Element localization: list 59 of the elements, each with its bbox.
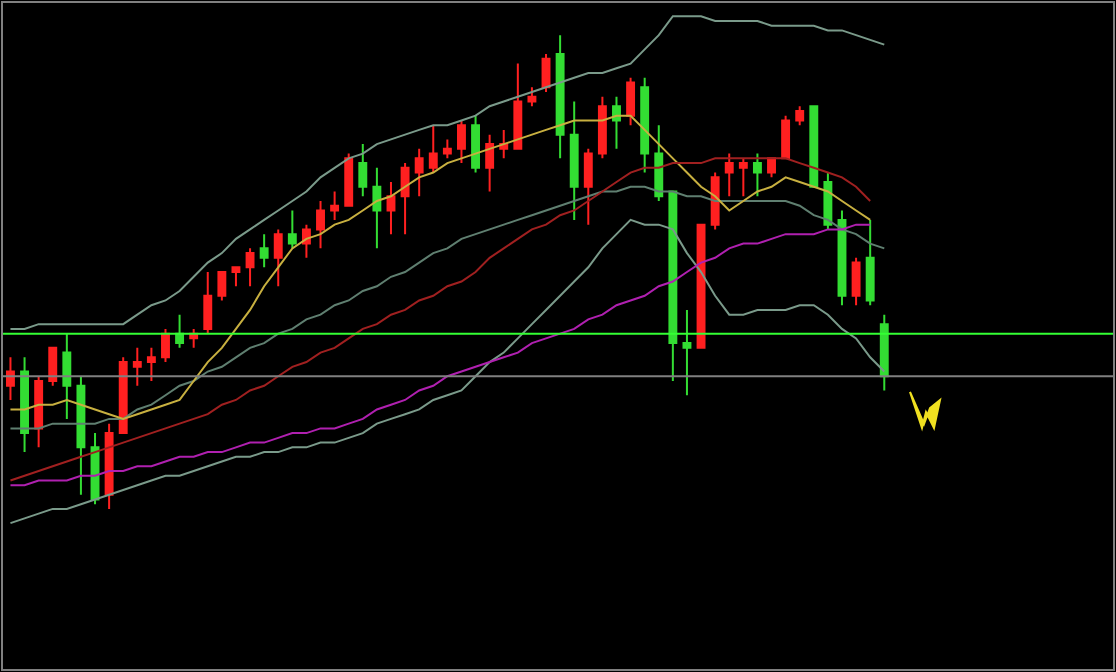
candlestick [597, 95, 607, 160]
candlestick [358, 143, 368, 198]
candlestick [555, 34, 565, 160]
candlestick [823, 171, 833, 231]
candlestick [161, 327, 170, 364]
candlestick [273, 228, 283, 288]
candlestick [76, 375, 86, 496]
candlestick [485, 133, 495, 193]
candlestick [654, 124, 664, 202]
candlestick [640, 76, 650, 174]
candlestick [752, 152, 762, 198]
candlestick [527, 86, 537, 108]
candlestick [499, 128, 509, 160]
candlestick [583, 147, 593, 226]
candlestick [372, 166, 382, 250]
candlestick [231, 266, 241, 288]
candlestick [710, 171, 720, 231]
candlestick [724, 152, 734, 198]
candlestick [738, 157, 748, 198]
candlestick [879, 313, 889, 392]
candlestick [175, 313, 185, 349]
candlestick [6, 356, 15, 401]
candlestick [682, 308, 692, 397]
candlestick [865, 218, 875, 307]
candlestick [471, 114, 480, 174]
candlestick [668, 190, 678, 382]
candlestick [400, 162, 410, 236]
candlestick [287, 209, 297, 250]
candlestick [118, 356, 128, 435]
candlestick [696, 223, 706, 349]
candlestick [513, 62, 523, 150]
candlestick [851, 256, 861, 307]
candlestick [569, 100, 579, 221]
candlestick [626, 76, 636, 127]
candlestick [612, 95, 621, 150]
candlestick [245, 247, 255, 288]
candlestick [259, 233, 269, 269]
candlestick [386, 181, 396, 236]
candlestick [62, 332, 72, 420]
candlestick [767, 157, 776, 179]
candlestick [344, 152, 354, 207]
candlestick [217, 271, 227, 302]
candlestick [48, 346, 58, 387]
candlestick [795, 105, 805, 127]
candlestick [34, 375, 44, 449]
candlestick [316, 199, 325, 250]
candlestick [809, 105, 819, 188]
candlestick [20, 356, 29, 454]
candlestick [132, 346, 142, 387]
candlestick [301, 223, 311, 259]
candlestick [203, 271, 213, 335]
candlestick [442, 138, 452, 160]
candlestick [330, 190, 340, 221]
candlestick [104, 422, 114, 510]
candlestick [457, 119, 466, 165]
candlestick [414, 147, 424, 198]
candlestick [781, 114, 791, 160]
candlestick [428, 124, 438, 174]
candlestick [146, 346, 156, 382]
